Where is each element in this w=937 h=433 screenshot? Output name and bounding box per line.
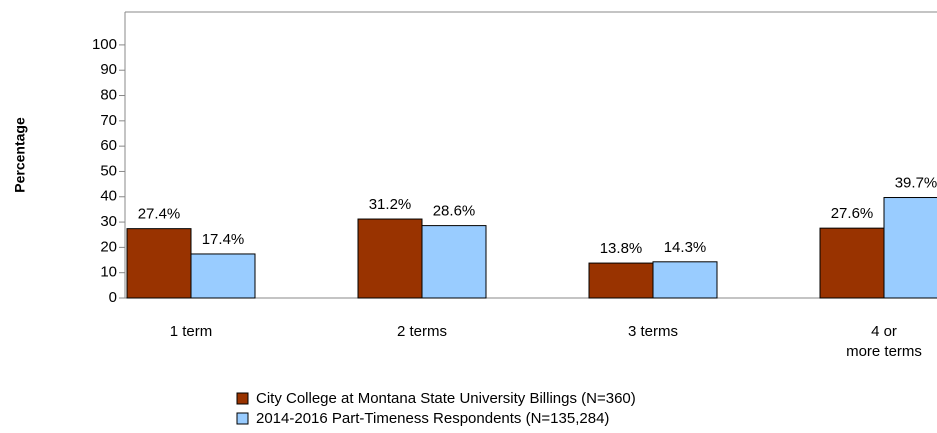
x-tick-label: 3 terms xyxy=(628,323,678,340)
value-label: 39.7% xyxy=(895,174,937,191)
y-tick-label: 10 xyxy=(100,264,117,281)
value-label: 13.8% xyxy=(600,240,643,257)
y-axis-label: Percentage xyxy=(12,117,28,193)
bar xyxy=(652,261,718,299)
value-label: 28.6% xyxy=(433,203,476,220)
y-tick-label: 30 xyxy=(100,213,117,230)
y-tick-label: 0 xyxy=(109,289,117,306)
x-tick-label: 4 or more terms xyxy=(846,323,922,360)
y-tick-label: 80 xyxy=(100,86,117,103)
value-label: 17.4% xyxy=(202,231,245,248)
y-tick-label: 20 xyxy=(100,238,117,255)
y-tick-label: 90 xyxy=(100,61,117,78)
y-tick-label: 40 xyxy=(100,188,117,205)
legend-swatch xyxy=(236,412,249,425)
bar xyxy=(421,225,487,299)
bar xyxy=(819,227,885,299)
bar xyxy=(126,228,192,299)
x-tick-label: 2 terms xyxy=(397,323,447,340)
bar xyxy=(588,262,654,299)
bar xyxy=(883,197,937,299)
y-tick-label: 60 xyxy=(100,137,117,154)
legend-swatch xyxy=(236,392,249,405)
value-label: 31.2% xyxy=(369,196,412,213)
legend-label: 2014-2016 Part-Timeness Respondents (N=1… xyxy=(256,410,609,427)
legend-label: City College at Montana State University… xyxy=(256,390,636,407)
y-tick-label: 50 xyxy=(100,162,117,179)
bar xyxy=(190,253,256,299)
value-label: 14.3% xyxy=(664,239,707,256)
value-label: 27.4% xyxy=(138,206,181,223)
y-tick-label: 100 xyxy=(92,36,117,53)
x-tick-label: 1 term xyxy=(170,323,213,340)
value-label: 27.6% xyxy=(831,205,874,222)
y-tick-label: 70 xyxy=(100,112,117,129)
bar xyxy=(357,218,423,299)
